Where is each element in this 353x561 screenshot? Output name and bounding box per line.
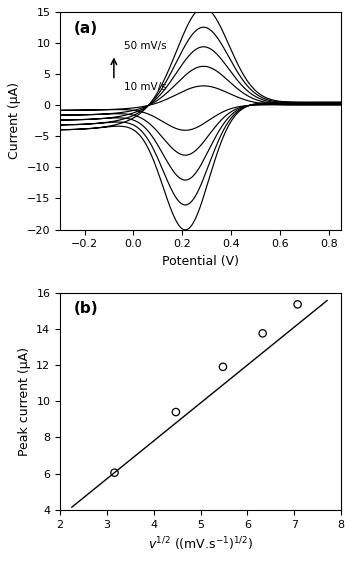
Point <box>260 329 265 338</box>
Text: (a): (a) <box>74 21 98 36</box>
Text: (b): (b) <box>74 301 99 316</box>
Point <box>173 408 179 417</box>
Text: 10 mV/s: 10 mV/s <box>124 82 166 92</box>
Point <box>220 362 226 371</box>
X-axis label: $v^{1/2}$ ((mV.s$^{-1}$)$^{1/2}$): $v^{1/2}$ ((mV.s$^{-1}$)$^{1/2}$) <box>148 535 253 553</box>
Point <box>112 468 117 477</box>
Text: 50 mV/s: 50 mV/s <box>124 41 166 51</box>
X-axis label: Potential (V): Potential (V) <box>162 255 239 268</box>
Y-axis label: Peak current (μA): Peak current (μA) <box>18 347 31 456</box>
Y-axis label: Current (μA): Current (μA) <box>8 82 21 159</box>
Point <box>295 300 300 309</box>
